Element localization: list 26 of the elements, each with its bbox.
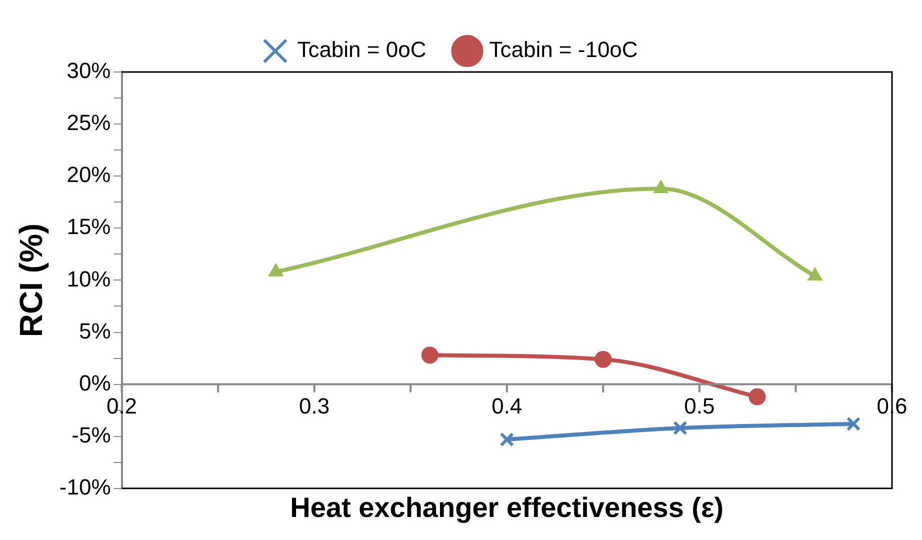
legend-label: Tcabin = 0oC [297, 37, 426, 62]
y-axis-title: RCI (%) [13, 223, 50, 338]
point [268, 263, 284, 276]
point [808, 268, 822, 281]
y-tick-label: 25% [66, 110, 111, 136]
y-tick-label: 5% [78, 318, 111, 344]
x-tick-label: 0.5 [684, 393, 715, 418]
point [748, 388, 766, 406]
y-tick-label: 20% [66, 162, 111, 188]
x-tick-label: 0.4 [492, 393, 522, 418]
point [421, 346, 438, 364]
x-tick-label: 0.3 [299, 393, 330, 418]
point [500, 432, 514, 447]
x-tick-label: 0.2 [106, 393, 138, 418]
y-tick-label: 10% [66, 266, 111, 292]
point [846, 416, 861, 432]
x-axis-title: Heat exchanger effectiveness (ε) [290, 492, 724, 523]
y-tick-label: -10% [59, 474, 111, 500]
y-tick-label: 30% [66, 58, 111, 84]
legend-label: Tcabin = -10oC [489, 37, 638, 62]
y-tick-label: 0% [78, 370, 111, 396]
y-tick-label: 15% [66, 214, 111, 240]
point [594, 350, 612, 368]
point [673, 420, 688, 436]
y-tick-label: -5% [72, 422, 111, 448]
point [654, 180, 668, 194]
